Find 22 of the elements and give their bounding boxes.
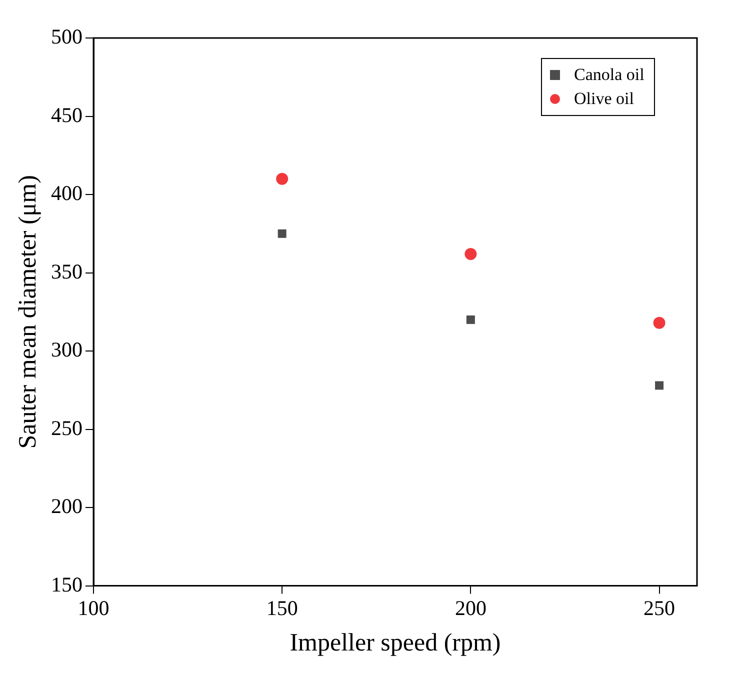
x-tick-label: 150 — [266, 596, 298, 620]
point — [655, 381, 664, 390]
y-tick-label: 300 — [51, 338, 82, 362]
y-tick-label: 200 — [51, 494, 82, 518]
y-tick-label: 450 — [51, 102, 82, 127]
y-tick-label: 150 — [51, 572, 82, 596]
y-tick-label: 250 — [51, 416, 82, 440]
point — [276, 172, 288, 185]
y-tick-label: 400 — [51, 181, 82, 206]
y-tick-label: 350 — [51, 259, 82, 284]
y-tick-label: 500 — [51, 24, 82, 49]
point — [466, 315, 475, 324]
point — [653, 316, 666, 329]
point — [464, 248, 477, 260]
x-axis-title: Impeller speed (rpm) — [290, 630, 501, 657]
y-axis-title: Sauter mean diameter (μm) — [14, 175, 42, 449]
x-tick-label: 100 — [78, 596, 110, 620]
legend-label: Olive oil — [574, 88, 634, 110]
x-tick-label: 200 — [454, 596, 486, 620]
legend-label: Canola oil — [574, 64, 644, 86]
point — [278, 229, 286, 238]
x-tick-label: 250 — [644, 596, 676, 620]
